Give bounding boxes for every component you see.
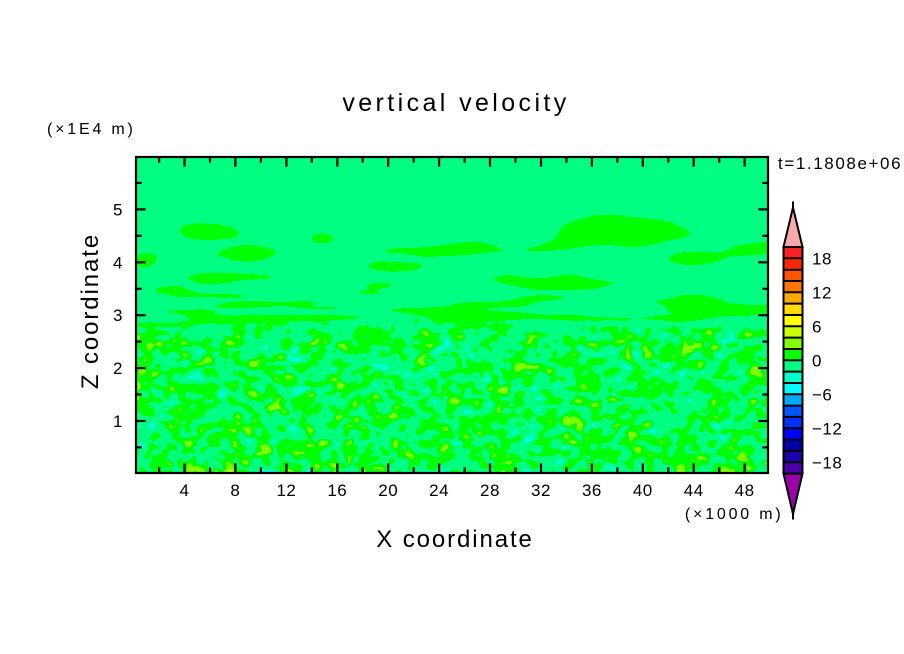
svg-text:4: 4 [180, 481, 190, 500]
svg-text:−18: −18 [812, 453, 842, 472]
svg-text:5: 5 [113, 200, 123, 219]
svg-text:44: 44 [684, 481, 704, 500]
svg-text:6: 6 [812, 317, 822, 336]
svg-text:2: 2 [113, 359, 123, 378]
svg-text:1: 1 [113, 412, 123, 431]
svg-text:36: 36 [582, 481, 602, 500]
svg-text:18: 18 [812, 249, 832, 268]
svg-text:8: 8 [230, 481, 240, 500]
svg-text:−6: −6 [812, 385, 832, 404]
svg-text:20: 20 [378, 481, 398, 500]
svg-text:4: 4 [113, 253, 123, 272]
svg-text:24: 24 [429, 481, 449, 500]
svg-text:0: 0 [812, 351, 822, 370]
svg-text:32: 32 [531, 481, 551, 500]
svg-text:48: 48 [735, 481, 755, 500]
svg-text:40: 40 [633, 481, 653, 500]
svg-text:t=1.1808e+06: t=1.1808e+06 [778, 154, 902, 173]
svg-text:−12: −12 [812, 419, 842, 438]
svg-text:28: 28 [480, 481, 500, 500]
svg-text:3: 3 [113, 306, 123, 325]
svg-text:(×1000 m): (×1000 m) [685, 506, 784, 523]
svg-text:12: 12 [276, 481, 296, 500]
svg-text:X coordinate: X coordinate [376, 526, 534, 553]
svg-text:vertical velocity: vertical velocity [342, 89, 569, 117]
svg-text:(×1E4 m): (×1E4 m) [47, 121, 136, 138]
svg-text:16: 16 [327, 481, 347, 500]
svg-text:Z coordinate: Z coordinate [77, 233, 104, 389]
svg-text:12: 12 [812, 283, 832, 302]
